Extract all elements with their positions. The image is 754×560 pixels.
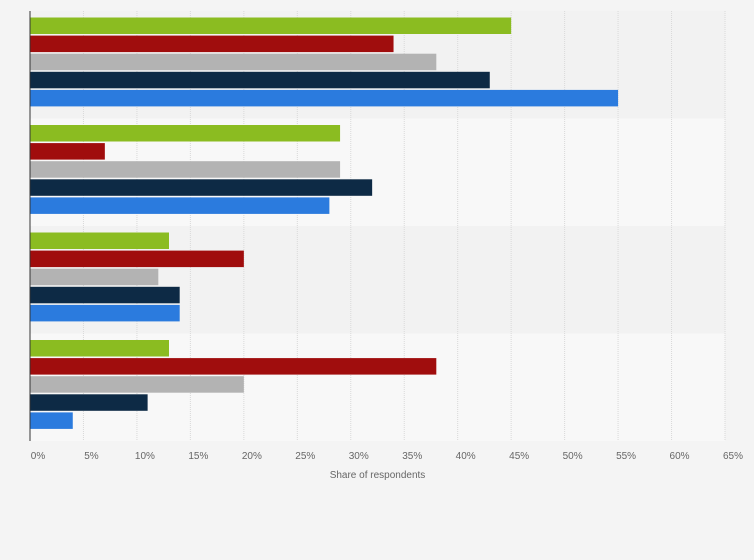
bar-category-3-series-5 bbox=[30, 304, 180, 322]
x-axis-title: Share of respondents bbox=[330, 470, 426, 481]
bar-category-3-series-1 bbox=[30, 232, 169, 249]
bars bbox=[30, 17, 619, 429]
bar-category-4-series-3 bbox=[30, 376, 244, 393]
x-tick-labels: 0% 5% 10% 15% 20% 25% 30% 35% 40% 45% 50% 55% 60% 65% bbox=[31, 451, 743, 462]
x-tick-label: 40% bbox=[456, 451, 476, 462]
x-tick-label: 30% bbox=[349, 451, 369, 462]
x-tick-label: 65% bbox=[723, 451, 743, 462]
x-tick-label: 35% bbox=[402, 451, 422, 462]
x-tick-label: 45% bbox=[509, 451, 529, 462]
x-tick-label: 20% bbox=[242, 451, 262, 462]
x-tick-label: 15% bbox=[188, 451, 208, 462]
bar-category-1-series-5 bbox=[30, 89, 619, 107]
bar-category-4-series-5 bbox=[30, 412, 73, 429]
bar-category-4-series-4 bbox=[30, 394, 148, 411]
bar-category-4-series-2 bbox=[30, 358, 437, 375]
x-tick-label: 5% bbox=[84, 451, 99, 462]
bar-category-1-series-1 bbox=[30, 17, 512, 34]
bar-category-2-series-1 bbox=[30, 125, 341, 142]
bar-category-4-series-1 bbox=[30, 340, 169, 357]
bar-category-1-series-3 bbox=[30, 53, 437, 71]
bar-category-2-series-4 bbox=[30, 179, 373, 196]
x-tick-label: 0% bbox=[31, 451, 46, 462]
bar-category-2-series-3 bbox=[30, 161, 341, 178]
x-tick-label: 50% bbox=[563, 451, 583, 462]
x-tick-label: 10% bbox=[135, 451, 155, 462]
bar-category-1-series-2 bbox=[30, 35, 394, 53]
x-tick-label: 25% bbox=[295, 451, 315, 462]
bar-category-2-series-2 bbox=[30, 143, 105, 160]
bar-category-3-series-3 bbox=[30, 268, 159, 286]
bar-category-2-series-5 bbox=[30, 197, 330, 214]
bar-category-3-series-2 bbox=[30, 250, 244, 268]
x-tick-label: 60% bbox=[670, 451, 690, 462]
bar-category-3-series-4 bbox=[30, 286, 180, 304]
x-tick-label: 55% bbox=[616, 451, 636, 462]
bar-category-1-series-4 bbox=[30, 71, 490, 89]
